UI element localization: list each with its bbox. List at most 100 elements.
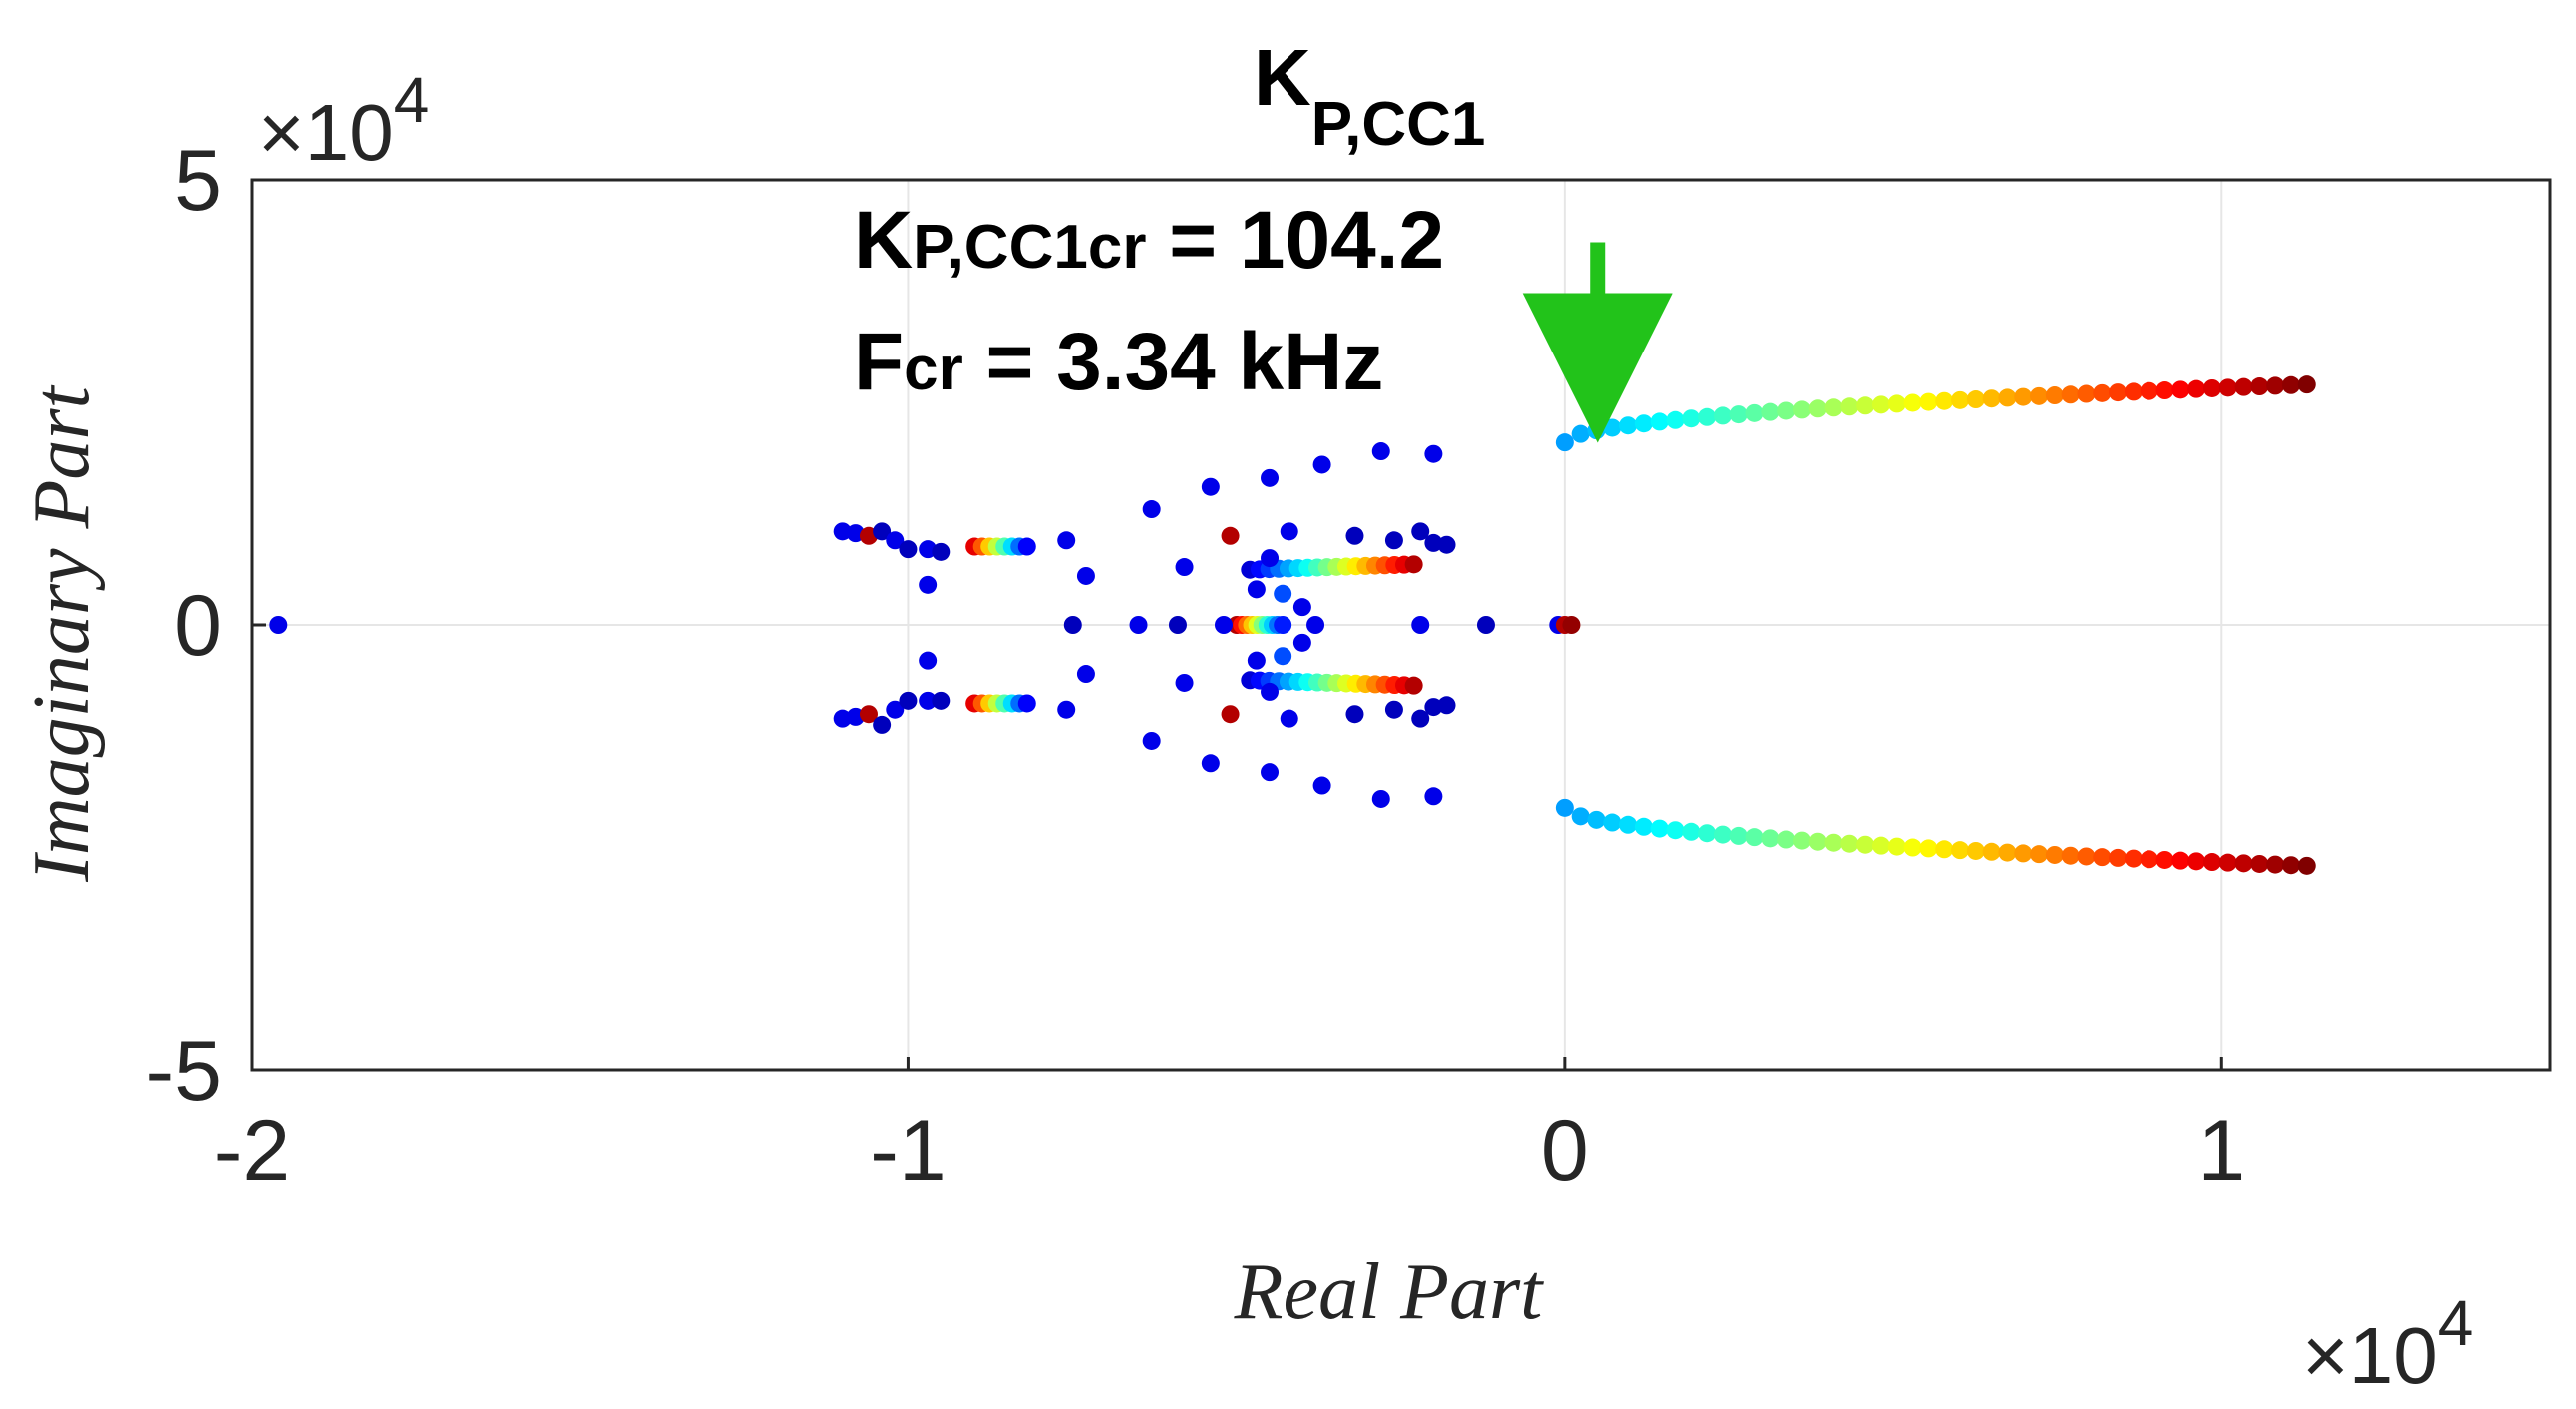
locus-point: [2281, 375, 2300, 394]
locus-point: [2124, 382, 2143, 401]
locus-point: [1571, 807, 1590, 826]
locus-point: [1856, 396, 1875, 415]
locus-point: [2030, 845, 2049, 864]
locus-point: [1982, 389, 2001, 408]
pole-point: [1280, 522, 1298, 541]
pole-point: [1168, 616, 1187, 634]
pole-point: [1261, 682, 1280, 701]
pole-point: [1424, 787, 1443, 806]
locus-point: [1729, 826, 1748, 845]
locus-point: [2109, 848, 2128, 867]
locus-point: [2093, 383, 2112, 402]
locus-point: [1634, 817, 1653, 836]
locus-point: [1729, 405, 1748, 424]
locus-point: [2171, 851, 2190, 870]
pole-point: [1221, 526, 1240, 545]
pole-point: [899, 540, 918, 559]
pole-point: [1247, 651, 1266, 670]
locus-point: [2266, 855, 2285, 874]
locus-point: [1761, 402, 1780, 421]
locus-point: [2155, 381, 2174, 400]
locus-point: [2061, 385, 2080, 404]
pole-point: [1384, 700, 1403, 719]
locus-point: [2250, 377, 2269, 396]
pole-point: [1261, 468, 1280, 487]
pole-point: [1424, 698, 1443, 717]
locus-point: [1404, 555, 1423, 574]
pole-point: [1306, 616, 1325, 634]
locus-point: [1903, 393, 1922, 412]
pole-point: [1371, 789, 1390, 808]
locus-point: [1856, 835, 1875, 854]
x-axis-label: Real Part: [1234, 1248, 1545, 1336]
locus-point: [1619, 815, 1638, 834]
pole-point: [886, 700, 905, 719]
locus-point: [1919, 839, 1938, 858]
locus-point: [1777, 830, 1796, 849]
pole-point: [1345, 526, 1364, 545]
pole-point: [1411, 616, 1430, 634]
locus-point: [1824, 398, 1843, 417]
pole-point: [919, 691, 938, 710]
locus-point: [1571, 424, 1590, 443]
locus-point: [1713, 406, 1732, 425]
locus-point: [1587, 421, 1606, 440]
locus-point: [1603, 813, 1622, 832]
pole-point: [1057, 531, 1076, 550]
locus-point: [2234, 854, 2253, 873]
x-tick-label: -2: [214, 1103, 290, 1199]
locus-point: [1745, 828, 1764, 847]
pole-point: [1221, 705, 1240, 724]
locus-point: [1792, 831, 1811, 850]
locus-point: [1017, 537, 1036, 556]
pole-point: [1129, 616, 1148, 634]
grid-layer: [251, 179, 2550, 1071]
x-tick-labels: -2 -1 0 1: [214, 1057, 2245, 1199]
locus-point: [1698, 407, 1717, 426]
locus-point: [1634, 414, 1653, 433]
locus-point: [2250, 854, 2269, 873]
locus-point: [2014, 387, 2033, 406]
y-tick-label: 0: [174, 578, 222, 674]
pole-point: [1371, 442, 1390, 461]
pole-point: [1384, 531, 1403, 550]
locus-point: [1808, 399, 1827, 418]
y-tick-label: -5: [146, 1024, 222, 1119]
locus-point: [1745, 403, 1764, 422]
locus-point: [2234, 377, 2253, 396]
pole-point: [932, 542, 951, 561]
locus-point: [1650, 819, 1669, 838]
locus-point: [1808, 832, 1827, 851]
pole-point: [919, 575, 938, 594]
locus-point: [1666, 821, 1685, 840]
locus-point: [2187, 379, 2206, 398]
locus-point: [1603, 418, 1622, 437]
locus-point: [1017, 694, 1036, 713]
pole-point: [932, 691, 951, 710]
pole-point: [1411, 709, 1430, 728]
locus-point: [2061, 846, 2080, 865]
locus-point: [1682, 822, 1701, 841]
locus-point: [1587, 810, 1606, 829]
locus-point: [1966, 390, 1985, 409]
locus-point: [1935, 840, 1954, 859]
locus-point: [1404, 676, 1423, 695]
locus-point: [2218, 378, 2237, 397]
locus-point: [1871, 836, 1890, 855]
y-tick-label: 5: [174, 133, 222, 229]
pole-point: [1292, 633, 1311, 652]
critical-gain-annotation: KP,CC1cr = 104.2: [854, 195, 1444, 286]
locus-point: [1792, 400, 1811, 419]
locus-point: [1982, 842, 2001, 861]
pole-point: [1274, 584, 1292, 603]
pole-point: [1201, 477, 1220, 496]
locus-point: [1682, 409, 1701, 428]
locus-point: [2014, 844, 2033, 863]
locus-point: [2045, 386, 2064, 405]
locus-point: [2218, 853, 2237, 872]
locus-point: [1903, 838, 1922, 857]
locus-point: [2266, 376, 2285, 395]
locus-point: [1650, 412, 1669, 431]
x-exponent-label: ×104: [2302, 1287, 2473, 1400]
